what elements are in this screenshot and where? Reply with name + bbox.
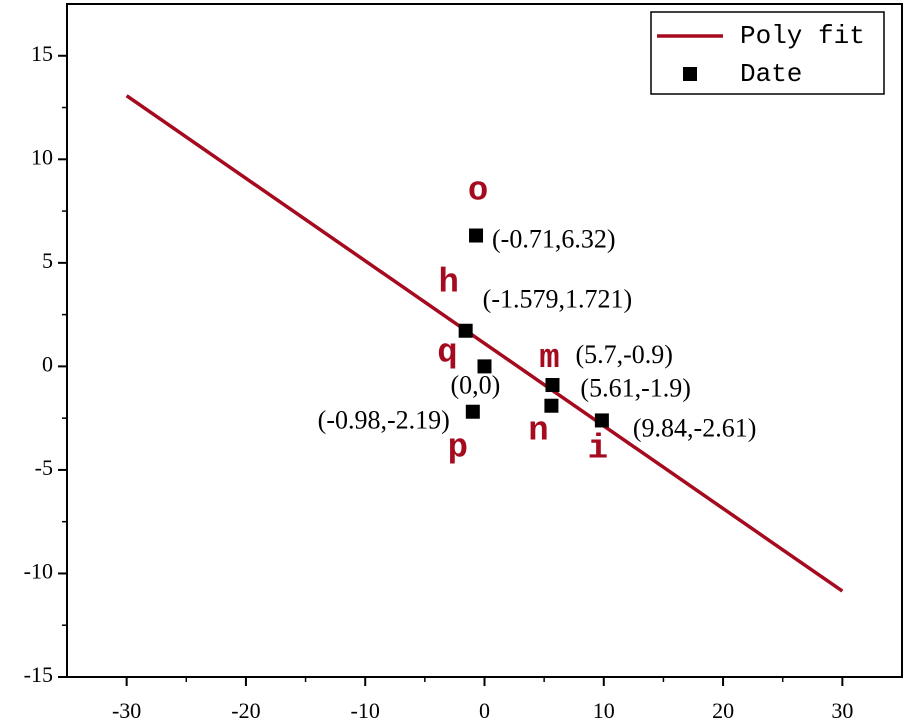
x-tick-label: 30 xyxy=(831,698,853,723)
point-letter: p xyxy=(448,430,468,468)
y-tick-label: 15 xyxy=(31,41,53,66)
point-label: (0,0) xyxy=(451,370,501,399)
y-tick-label: -5 xyxy=(35,455,53,480)
x-tick-label: -20 xyxy=(231,698,260,723)
x-tick-label: 20 xyxy=(712,698,734,723)
legend-marker xyxy=(683,67,697,81)
point-label: (-0.98,-2.19) xyxy=(318,406,450,435)
point-letter: i xyxy=(588,430,608,468)
x-tick-label: -10 xyxy=(351,698,380,723)
point-label: (9.84,-2.61) xyxy=(633,413,756,442)
data-point xyxy=(477,359,492,374)
x-tick-label: -30 xyxy=(112,698,141,723)
fit-line xyxy=(125,94,844,593)
data-point xyxy=(465,404,480,419)
point-label: (-0.71,6.32) xyxy=(492,224,615,253)
data-point xyxy=(594,413,609,428)
legend-label: Poly fit xyxy=(740,21,865,51)
point-letter: q xyxy=(437,334,457,372)
point-letter: m xyxy=(539,340,559,378)
data-point xyxy=(469,228,484,243)
y-tick-label: -15 xyxy=(24,662,53,687)
point-letter: n xyxy=(528,413,548,451)
y-tick-label: -10 xyxy=(24,559,53,584)
y-tick-label: 10 xyxy=(31,144,53,169)
data-point xyxy=(544,398,559,413)
point-label: (5.7,-0.9) xyxy=(575,340,672,369)
x-tick-label: 0 xyxy=(479,698,490,723)
data-point xyxy=(458,323,473,338)
data-point xyxy=(545,378,560,393)
point-label: (5.61,-1.9) xyxy=(580,374,690,403)
legend-label: Date xyxy=(740,59,802,89)
plot-frame xyxy=(66,3,903,678)
y-tick-label: 5 xyxy=(42,248,53,273)
point-letter: o xyxy=(468,172,488,210)
x-tick-label: 10 xyxy=(593,698,615,723)
point-label: (-1.579,1.721) xyxy=(483,285,632,314)
point-letter: h xyxy=(438,265,458,303)
y-tick-label: 0 xyxy=(42,351,53,376)
